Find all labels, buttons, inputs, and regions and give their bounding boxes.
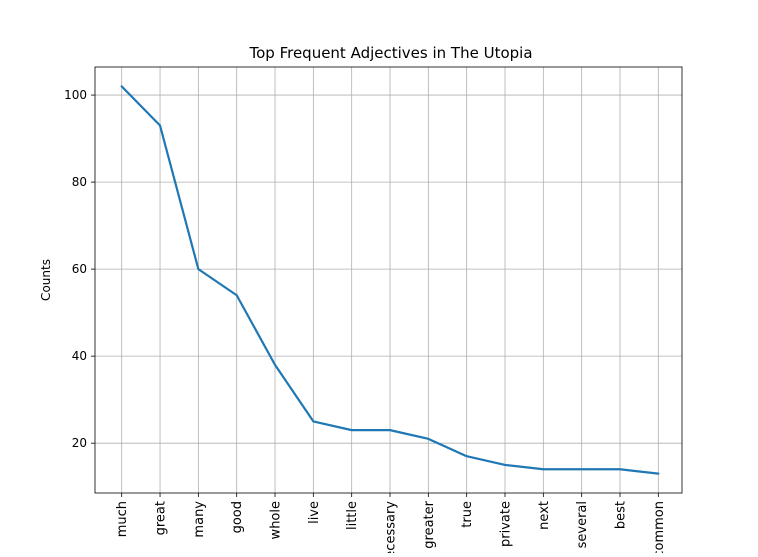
y-tick-label: 100 <box>64 88 87 102</box>
x-tick-label: common <box>652 501 667 553</box>
x-tick-label: next <box>537 501 552 530</box>
x-tick-label: necessary <box>384 501 399 553</box>
x-tick-label: good <box>230 501 245 533</box>
y-axis: 20 40 60 80 100 <box>64 88 95 450</box>
x-tick-label: best <box>613 501 628 529</box>
x-tick-label: private <box>499 501 514 547</box>
x-tick-label: live <box>307 501 322 524</box>
x-tick-label: little <box>345 501 360 530</box>
x-tick-label: greater <box>422 500 437 548</box>
x-axis: much great many good whole live little necessar… <box>115 493 667 557</box>
x-tick-label: much <box>115 501 130 537</box>
plot-frame <box>94 66 683 494</box>
y-tick-label: 60 <box>72 262 87 276</box>
chart-title: Top Frequent Adjectives in The Utopia <box>248 44 532 62</box>
x-tick-label: true <box>460 501 475 528</box>
y-tick-label: 40 <box>72 349 87 363</box>
y-tick-label: 20 <box>72 436 87 450</box>
y-tick-label: 80 <box>72 175 87 189</box>
y-axis-label: Counts <box>39 259 53 301</box>
grid <box>95 67 682 493</box>
x-tick-label: many <box>192 501 207 538</box>
series-line <box>120 85 660 475</box>
x-tick-label: great <box>154 501 169 535</box>
series-layer <box>120 85 660 475</box>
x-tick-label: whole <box>269 501 284 539</box>
x-tick-label: several <box>575 501 590 548</box>
